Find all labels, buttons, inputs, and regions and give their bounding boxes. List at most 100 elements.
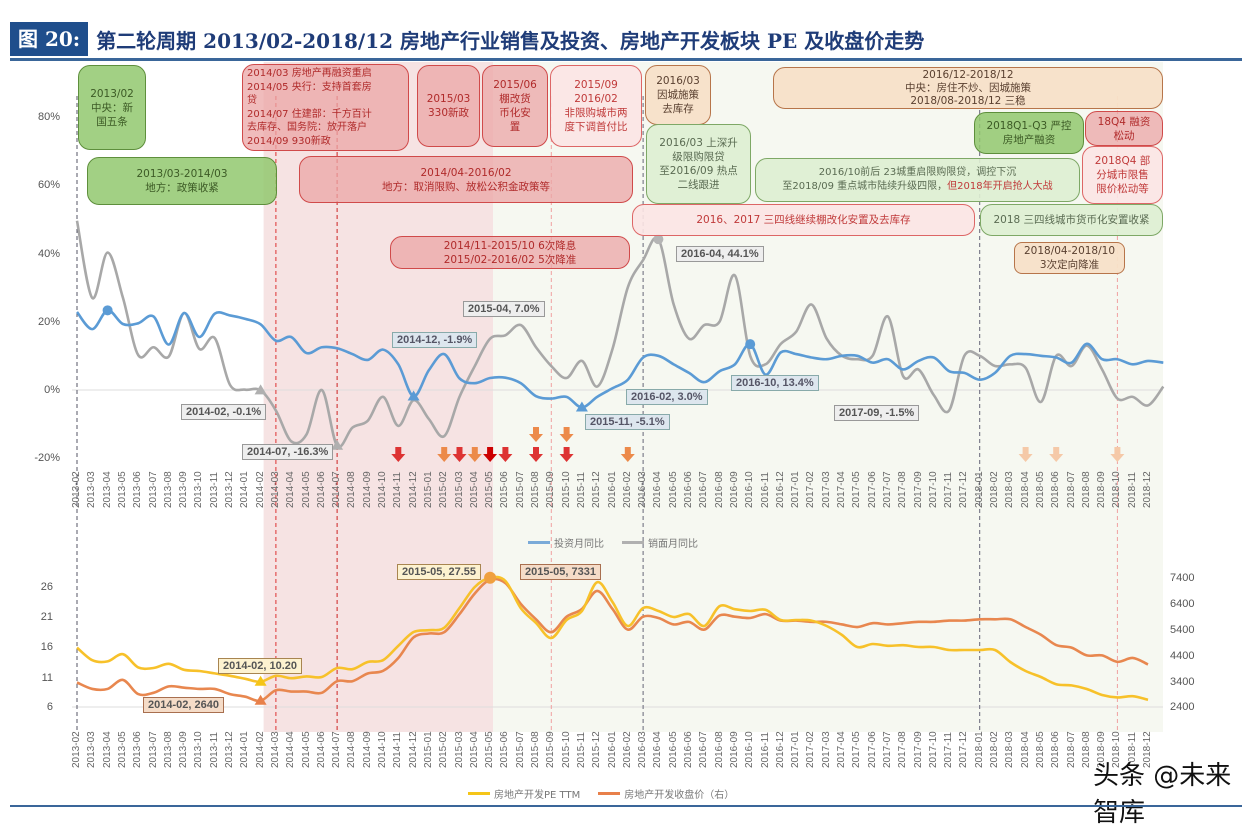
x-tick-label: 2015-09 [545,471,557,508]
annotation-2013-03-2014-03: 2013/03-2014/03 地方：政策收紧 [87,157,277,205]
anno-line: 3次定向降准 [1039,259,1100,271]
x-tick-label: 2018-07 [1065,471,1077,508]
anno-line: 2016/10前后 23城重启限购限贷，调控下沉 [818,167,1017,178]
anno-line: 中央：新 [91,101,133,114]
x-tick-label: 2013-08 [162,471,174,508]
x-tick-label: 2014-12 [407,731,419,768]
x-tick-label: 2016-02 [621,471,633,508]
x-tick-label: 2015-11 [575,732,587,768]
x-tick-label: 2014-02 [254,731,266,768]
point-label: 2016-02, 3.0% [626,389,708,405]
x-tick-label: 2018-04 [1019,731,1031,768]
legend-label: 房地产开发PE TTM [494,790,581,801]
x-tick-label: 2013-03 [86,471,98,508]
annotation-2016-03-destock: 2016/03 因城施策 去库存 [645,65,711,125]
x-tick-label: 2018-06 [1050,731,1062,768]
x-tick-label: 2015-03 [453,731,465,768]
x-tick-label: 2015-11 [575,472,587,508]
x-tick-label: 2013-05 [116,731,128,768]
x-tick-label: 2018-02 [989,731,1000,768]
x-tick-label: 2017-04 [836,731,847,768]
x-tick-label: 2018-10 [1111,471,1123,508]
anno-line: 级限购限贷 [672,151,725,163]
anno-line: 2018/04-2018/10 [1023,245,1116,257]
point-label: 2015-05, 27.55 [397,564,482,580]
x-tick-label: 2017-01 [790,471,802,508]
x-tick-label: 2016-10 [744,731,756,768]
x-tick-label: 2018-01 [973,471,985,508]
y-left-tick: 11 [41,672,53,684]
anno-line: 330新政 [427,107,470,119]
y-tick: -20% [34,452,60,464]
anno-line: 度下调首付比 [564,121,628,133]
x-tick-label: 2016-12 [774,731,786,768]
x-tick-label: 2016-04 [652,731,664,768]
anno-line: 币化安 [499,107,531,119]
x-tick-label: 2018-08 [1080,471,1092,508]
anno-line: 2016/03 [656,75,700,87]
y-right-tick: 2400 [1170,701,1195,713]
x-tick-label: 2014-11 [392,472,404,508]
x-tick-label: 2014-03 [269,471,281,508]
legend-swatch [598,792,621,795]
x-tick-label: 2017-09 [912,471,924,508]
x-tick-label: 2013-03 [86,731,98,768]
x-tick-label: 2016-11 [759,472,771,508]
x-tick-label: 2017-02 [805,731,817,768]
annotation-2018q4-loosen: 2018Q4 部 分城市限售 限价松动等 [1082,146,1163,204]
point-label: 2014-02, -0.1% [181,404,267,420]
x-tick-label: 2018-12 [1142,471,1153,508]
y-tick: 60% [37,179,60,191]
anno-line: 2016/02 [574,93,618,105]
x-tick-label: 2016-01 [606,731,618,768]
anno-line: 18Q4 融资 [1097,115,1151,128]
x-tick-label: 2016-11 [759,732,771,768]
anno-span-highlight: 但2018年开启抢人大战 [947,181,1053,192]
annotation-rate-cuts: 2014/11-2015/10 6次降息 2015/02-2016/02 5次降… [390,236,630,269]
x-tick-label: 2015-05 [484,731,496,768]
x-tick-label: 2017-09 [912,731,924,768]
legend-label: 投资月同比 [554,539,604,550]
anno-line: 2013/02 [90,87,134,100]
legend-swatch [622,541,644,544]
x-tick-label: 2014-01 [239,731,251,768]
x-tick-label: 2017-03 [820,471,832,508]
figure-title-bar: 图 20: 第二轮周期 2013/02-2018/12 房地产行业销售及投资、房… [10,22,924,56]
x-tick-label: 2014-05 [300,731,312,768]
x-tick-label: 2017-12 [958,731,970,768]
x-tick-label: 2013-07 [147,471,159,508]
x-tick-label: 2015-05 [484,471,496,508]
x-tick-label: 2015-02 [438,471,450,508]
x-tick-label: 2018-05 [1034,731,1046,768]
x-tick-label: 2015-04 [468,471,480,508]
x-tick-label: 2013-09 [178,731,190,768]
x-tick-label: 2013-02 [71,471,82,508]
x-tick-label: 2016-08 [713,471,725,508]
point-label: 2017-09, -1.5% [834,405,920,421]
x-tick-label: 2013-04 [101,471,113,508]
anno-line: 2014/05 央行：支持首套房 [247,81,372,93]
point-label: 2014-02, 2640 [143,697,224,713]
x-tick-label: 2013-06 [132,471,144,508]
anno-line: 置 [509,121,521,133]
point-label: 2016-10, 13.4% [731,375,819,391]
anno-line: 2015/02-2016/02 5次降准 [443,253,577,266]
x-tick-label: 2015-08 [530,731,541,768]
x-tick-label: 2016-05 [667,471,679,508]
legend-label: 销面月同比 [648,539,698,550]
annotation-2018-monetization: 2018 三四线城市货币化安置收紧 [980,204,1163,236]
x-tick-label: 2015-10 [560,471,572,508]
x-tick-label: 2018-03 [1004,731,1016,768]
figure-title: 第二轮周期 2013/02-2018/12 房地产行业销售及投资、房地产开发板块… [96,28,925,53]
x-tick-label: 2017-06 [866,731,878,768]
x-tick-label: 2013-12 [224,471,235,508]
x-tick-label: 2014-03 [269,731,281,768]
anno-line: 2016/03 上深升 [659,137,738,149]
x-tick-label: 2015-10 [560,731,572,768]
x-tick-label: 2018-01 [973,731,985,768]
point-label: 2016-04, 44.1% [676,246,764,262]
annotation-2016-12-2018-12: 2016/12-2018/12 中央：房住不炒、因城施策 2018/08-201… [773,67,1163,109]
anno-line: 去库存、国务院：放开落户 [247,122,367,133]
x-tick-label: 2014-07 [331,471,343,508]
y-right-tick: 6400 [1170,598,1195,610]
